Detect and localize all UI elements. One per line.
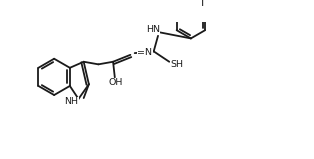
Text: SH: SH	[171, 60, 184, 69]
Text: HN: HN	[146, 25, 160, 34]
Text: =N: =N	[137, 48, 152, 57]
Text: OH: OH	[108, 78, 123, 87]
Text: NH: NH	[65, 97, 78, 106]
Text: I: I	[201, 0, 205, 8]
